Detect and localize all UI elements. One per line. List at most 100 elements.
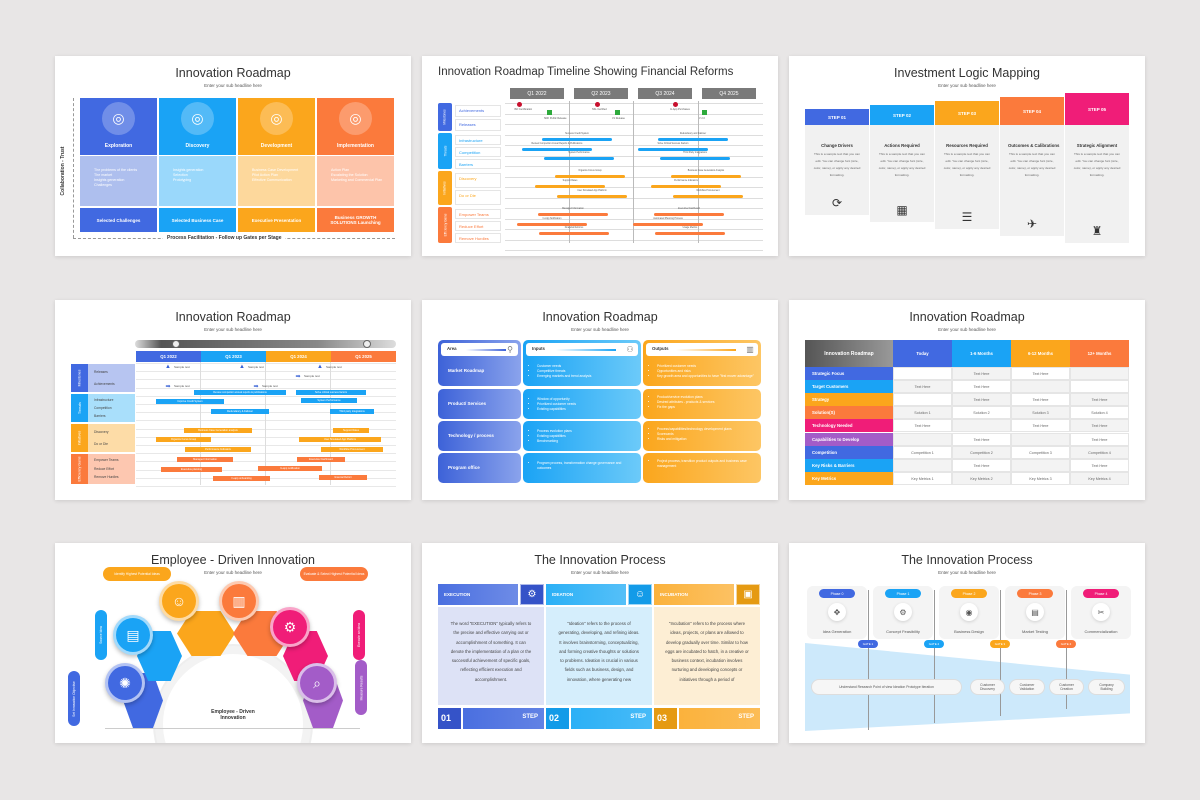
grid-row-line xyxy=(136,453,396,455)
step-card[interactable]: Strategic Alignment This is a sample text… xyxy=(1065,125,1129,243)
timeline-bar[interactable] xyxy=(638,148,708,151)
bar-label: Financial Reform xyxy=(333,476,353,479)
timeline-bar[interactable]: Improve Credit System xyxy=(156,399,224,404)
book-icon[interactable]: ▤ xyxy=(113,615,153,655)
bar-label: Third Party Integrations xyxy=(683,152,707,154)
timeline-bar[interactable]: Business Case Generation analysis xyxy=(184,428,252,433)
slide-title: Innovation Roadmap Timeline Showing Fina… xyxy=(438,66,734,78)
step-number: 01 xyxy=(438,708,461,729)
timeline-bar[interactable]: Managed Information xyxy=(177,457,233,462)
timeline-bar[interactable] xyxy=(655,232,725,235)
scroll-handle-right[interactable] xyxy=(363,340,371,348)
milestone-triangle-icon: ▲ xyxy=(165,364,171,370)
step-card[interactable]: Resources Required This is a sample text … xyxy=(935,125,999,229)
person-idea-icon[interactable]: ☺ xyxy=(159,581,199,621)
timeline-bar[interactable]: Organize Focus Group xyxy=(156,437,211,442)
input-item: Benchmarking xyxy=(537,439,635,444)
bar-label: System Performance xyxy=(568,152,590,154)
timeline-bar[interactable] xyxy=(544,157,614,160)
group-label: Milestones xyxy=(71,364,88,392)
stage-body: The word "EXECUTION" typically refers to… xyxy=(438,607,544,705)
timeline-bar[interactable] xyxy=(538,213,608,216)
stage-name: Implementation xyxy=(337,143,374,149)
timeline-bar[interactable]: Redundancy & Failover xyxy=(211,409,269,414)
chart-search-icon[interactable]: ▥ xyxy=(219,581,259,621)
timeline-bar[interactable]: Executive planning xyxy=(161,467,222,472)
timeline-bar[interactable] xyxy=(522,148,592,151)
slide-thumbnail-4[interactable]: Innovation Roadmap Enter your sub headlin… xyxy=(55,300,411,500)
slide-thumbnail-8[interactable]: The Innovation Process Enter your sub hea… xyxy=(422,543,778,743)
step-card[interactable]: Actions Required This is a sample text th… xyxy=(870,125,934,222)
timeline-bar[interactable] xyxy=(660,157,730,160)
stage-bullets: Business Case Development Pilot Action Pl… xyxy=(238,156,315,206)
grid-row-line xyxy=(505,134,763,136)
stage-bullets: The problems of the clients The market Ins… xyxy=(80,156,157,206)
timeline-bar[interactable] xyxy=(658,138,728,141)
timeline-bar[interactable]: Third party integrations xyxy=(330,409,374,414)
group-name: Threats xyxy=(443,145,447,157)
flow-step: Customer Creation xyxy=(1049,679,1084,695)
timeline-bar[interactable] xyxy=(539,232,609,235)
outputs-list: Prioritized customer needsOpportunities … xyxy=(657,364,755,379)
step-label-pill: Source Idea xyxy=(95,610,107,660)
step-label-pill: Measure Results xyxy=(355,660,367,715)
timeline-bar[interactable] xyxy=(654,213,724,216)
row-header: Target Customers xyxy=(805,380,893,394)
step-heading: Change Drivers xyxy=(821,143,853,148)
bar-label: Solve critical success factors xyxy=(315,391,347,394)
timeline-bar[interactable]: Solve critical success factors xyxy=(296,390,366,395)
table-cell: Text Here xyxy=(952,458,1011,472)
timeline-bar[interactable] xyxy=(535,185,605,188)
timeline-bar[interactable]: User Simulated App Platform xyxy=(299,437,381,442)
timeline-bar[interactable]: Support Rates xyxy=(333,428,369,433)
slide-title: Innovation Roadmap xyxy=(175,66,291,80)
grid-col-line xyxy=(265,362,266,485)
slide-thumbnail-1[interactable]: Innovation Roadmap Enter your sub headlin… xyxy=(55,56,411,256)
scroll-handle-left[interactable] xyxy=(172,340,180,348)
timeline-bar[interactable]: Financial Reform xyxy=(319,475,367,480)
table-cell: Text Here xyxy=(952,432,1011,446)
step-card[interactable]: Change Drivers This is a sample text that… xyxy=(805,125,869,215)
row-label: Infrastructure xyxy=(455,135,501,145)
step-card[interactable]: Outcomes & Calibrations This is a sample … xyxy=(1000,125,1064,236)
table-cell: Solution 2 xyxy=(952,406,1011,420)
timeline-bar[interactable] xyxy=(673,195,743,198)
lightbulb-icon[interactable]: ✺ xyxy=(105,663,145,703)
table-cell: Text Here xyxy=(1011,393,1070,407)
timeline-bar[interactable] xyxy=(557,195,627,198)
slide-thumbnail-9[interactable]: The Innovation Process Enter your sub hea… xyxy=(789,543,1145,743)
timeline-bar[interactable] xyxy=(651,185,721,188)
gate-line xyxy=(1000,590,1001,716)
slide-thumbnail-6[interactable]: Innovation Roadmap Enter your sub headlin… xyxy=(789,300,1145,500)
timeline-bar[interactable]: In-app notification xyxy=(258,466,322,471)
timeline-bar[interactable] xyxy=(555,175,625,178)
timeline-bar[interactable] xyxy=(517,223,587,226)
gear-idea-icon[interactable]: ⚙ xyxy=(270,607,310,647)
timeline-scrollbar[interactable] xyxy=(135,340,396,348)
slide-thumbnail-3[interactable]: Investment Logic Mapping Enter your sub h… xyxy=(789,56,1145,256)
grid-row-line xyxy=(505,103,763,104)
timeline-bar[interactable]: System Performance xyxy=(301,398,357,403)
head-bulb-icon: ☺ xyxy=(628,584,652,605)
timeline-bar[interactable]: Executive Dashboard xyxy=(297,457,345,462)
magnifier-bulb-icon: ◎ xyxy=(181,102,214,135)
step-header: STEP 01 xyxy=(805,109,869,125)
analytics-icon[interactable]: ⌕ xyxy=(297,663,337,703)
slide-thumbnail-2[interactable]: Innovation Roadmap Timeline Showing Fina… xyxy=(422,56,778,256)
timeline-bar[interactable]: Workflow Procurement xyxy=(321,447,383,452)
column-header: Inputs ⚇ xyxy=(526,343,638,356)
output-item: Risks and mitigation xyxy=(657,437,755,442)
slide-thumbnail-5[interactable]: Innovation Roadmap Enter your sub headlin… xyxy=(422,300,778,500)
area-label: Product/ Services xyxy=(448,401,487,406)
timeline-bar[interactable]: Performance Indicators xyxy=(185,447,251,452)
timeline-bar[interactable]: Review competitor annual reports & publi… xyxy=(194,390,286,395)
output-item: Process/capabilities/technology developm… xyxy=(657,427,755,432)
timeline-bar[interactable] xyxy=(671,175,741,178)
timeline-bar[interactable]: In-app onboarding xyxy=(213,476,270,481)
timeline-bar[interactable] xyxy=(633,223,703,226)
slide-thumbnail-7[interactable]: Employee - Driven Innovation Enter your s… xyxy=(55,543,411,743)
table-cell: Text Here xyxy=(1070,432,1129,446)
row-label: Do or Die xyxy=(455,190,501,205)
timeline-bar[interactable] xyxy=(542,138,612,141)
row-cell-bg xyxy=(523,453,641,483)
